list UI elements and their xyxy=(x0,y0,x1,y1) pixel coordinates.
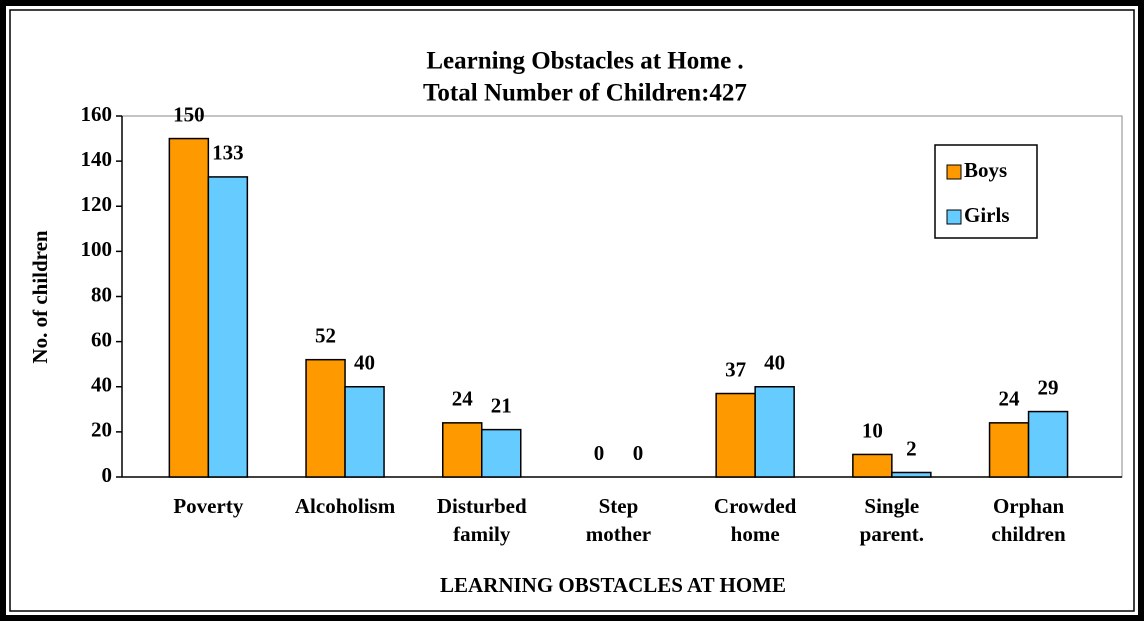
value-label: 0 xyxy=(633,441,644,465)
value-label: 29 xyxy=(1038,375,1059,399)
value-label: 40 xyxy=(354,351,375,375)
x-tick-label: Crowded home xyxy=(713,494,797,546)
bar xyxy=(305,358,346,478)
y-tick-label: 120 xyxy=(81,192,113,216)
legend-swatch xyxy=(946,209,962,225)
value-label: 24 xyxy=(452,387,474,411)
bar xyxy=(715,392,756,478)
bar xyxy=(168,137,210,478)
bar xyxy=(1027,410,1069,478)
bar xyxy=(344,386,385,478)
bar xyxy=(754,386,795,478)
y-tick-label: 40 xyxy=(91,373,112,397)
inner-border xyxy=(9,9,1135,612)
value-label: 133 xyxy=(212,141,244,165)
y-tick-label: 20 xyxy=(91,418,112,442)
legend-swatch xyxy=(946,164,962,180)
x-axis-title: LEARNING OBSTACLES AT HOME xyxy=(440,573,786,597)
value-label: 10 xyxy=(862,418,883,442)
value-label: 37 xyxy=(725,357,746,381)
y-tick-label: 140 xyxy=(81,147,113,171)
y-tick-label: 160 xyxy=(81,102,113,126)
x-tick-label: Step mother xyxy=(585,494,652,546)
value-label: 21 xyxy=(491,393,512,417)
bar xyxy=(891,471,932,478)
value-label: 150 xyxy=(173,102,205,126)
x-tick-label: Alcoholism xyxy=(294,494,396,518)
x-tick-label: Orphan children xyxy=(991,494,1066,546)
bar xyxy=(481,428,522,478)
bar xyxy=(852,453,893,478)
value-label: 0 xyxy=(594,441,605,465)
x-tick-label: Single parent. xyxy=(859,494,925,546)
y-tick-label: 60 xyxy=(91,327,112,351)
x-tick-label: Poverty xyxy=(173,494,244,518)
chart-title: Learning Obstacles at Home . xyxy=(426,48,743,75)
bar xyxy=(207,176,249,478)
y-tick-label: 100 xyxy=(81,237,113,261)
y-tick-label: 80 xyxy=(91,282,112,306)
chart-subtitle: Total Number of Children:427 xyxy=(423,80,747,107)
x-tick-label: Disturbed family xyxy=(436,494,527,546)
y-tick-label: 0 xyxy=(102,463,113,487)
value-label: 40 xyxy=(764,351,785,375)
value-label: 2 xyxy=(906,436,917,460)
bar xyxy=(442,422,483,478)
bar xyxy=(988,422,1030,478)
legend-label: Girls xyxy=(964,203,1010,227)
value-label: 24 xyxy=(999,387,1021,411)
y-axis-title: No. of children xyxy=(28,230,52,364)
legend-label: Boys xyxy=(964,158,1007,182)
value-label: 52 xyxy=(315,323,336,347)
